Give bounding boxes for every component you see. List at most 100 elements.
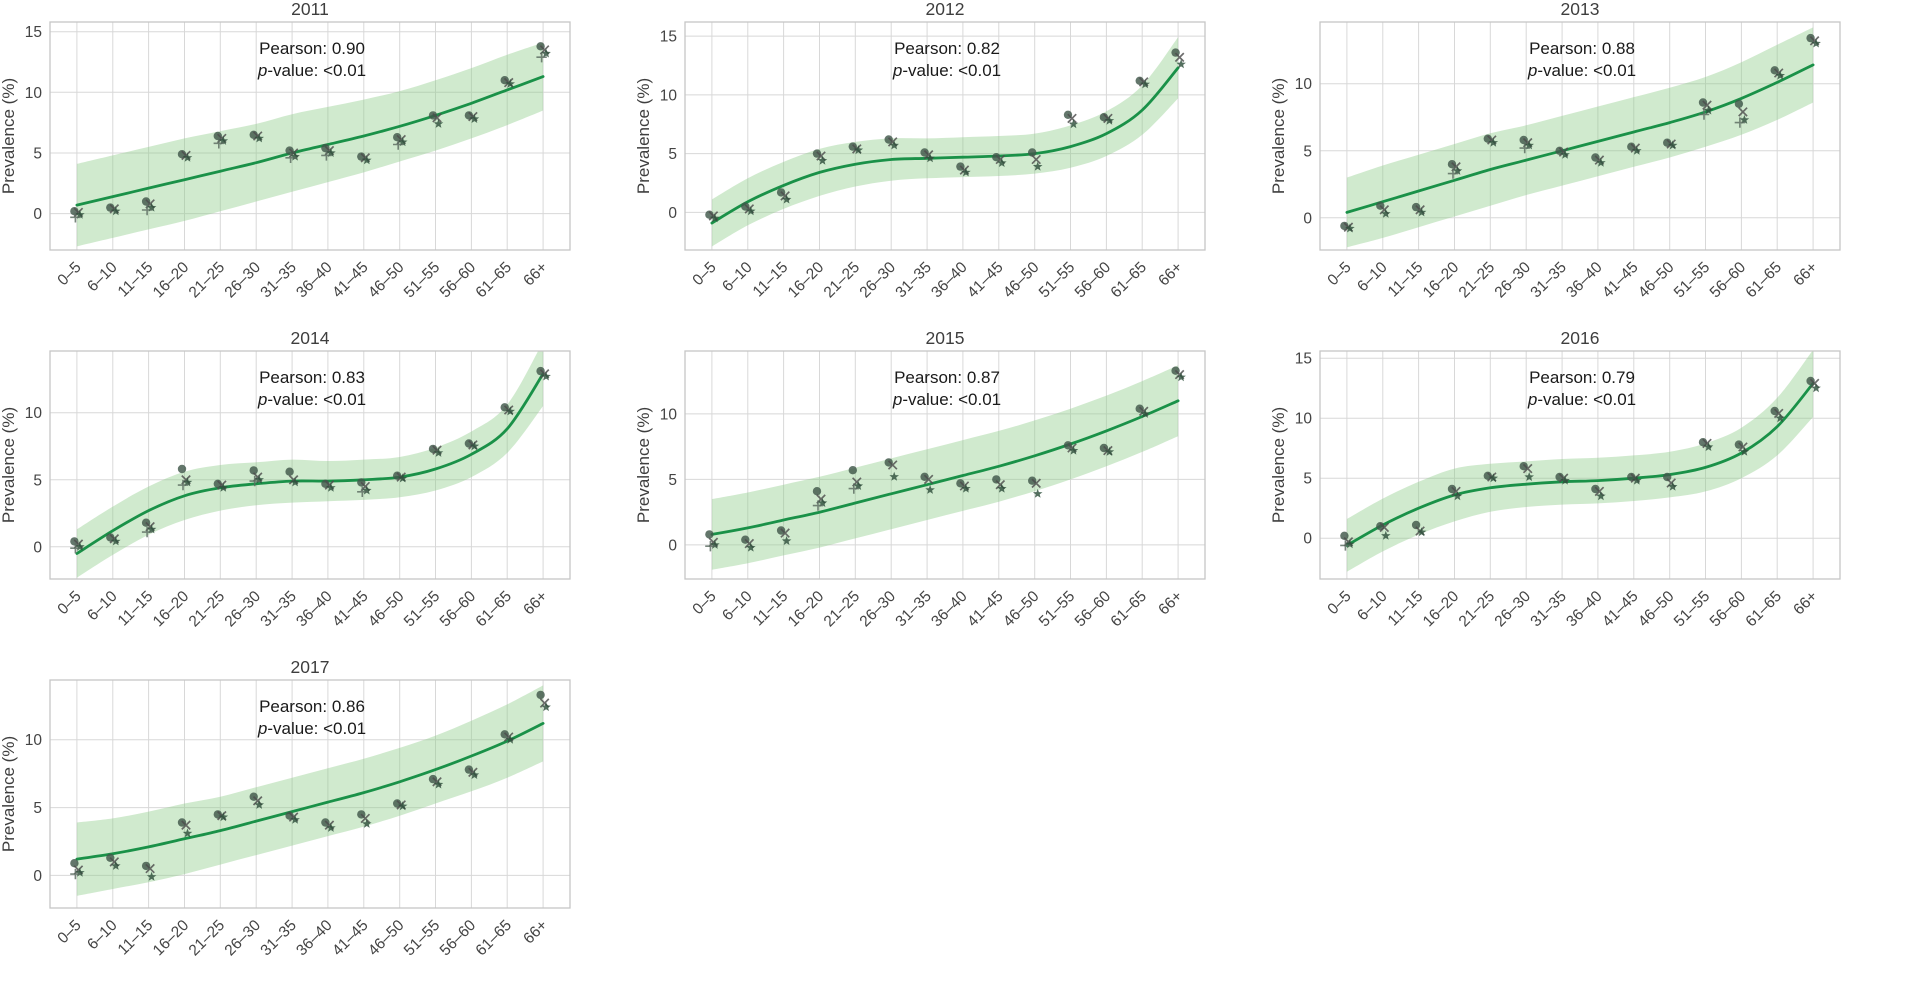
- data-cluster: [321, 818, 336, 832]
- data-cluster: [428, 774, 444, 789]
- x-tick-label: 31–35: [257, 588, 300, 631]
- confidence-band: [711, 37, 1179, 247]
- x-tick-label: 66+: [520, 588, 551, 619]
- y-tick-label: 10: [25, 732, 43, 749]
- data-cluster: [1734, 99, 1750, 128]
- x-tick-label: 41–45: [329, 259, 372, 302]
- x-tick-label: 46–50: [365, 917, 408, 960]
- data-cluster: [1340, 531, 1355, 551]
- scatter-points: [1340, 33, 1821, 233]
- data-cluster: [106, 203, 121, 216]
- y-axis-label: Prevalence (%): [635, 407, 653, 523]
- pvalue-annotation: p-value: <0.01: [892, 61, 1001, 80]
- data-cluster: [992, 475, 1007, 493]
- x-tick-label: 61–65: [473, 588, 516, 631]
- y-tick-label: 0: [33, 206, 42, 223]
- x-tick-label: 36–40: [293, 917, 336, 960]
- pearson-annotation: Pearson: 0.88: [1529, 39, 1635, 58]
- data-cluster: [464, 439, 480, 451]
- y-tick-label: 5: [1303, 143, 1312, 160]
- data-cluster: [536, 366, 551, 381]
- x-tick-label: 31–35: [257, 917, 300, 960]
- data-cluster: [1171, 48, 1186, 69]
- x-tick-label: 26–30: [857, 259, 900, 302]
- x-tick-label: 26–30: [222, 259, 265, 302]
- x-tick-label: 66+: [1790, 259, 1821, 290]
- data-cluster: [1770, 406, 1785, 423]
- pearson-annotation: Pearson: 0.86: [259, 697, 365, 716]
- data-cluster: [1663, 138, 1678, 150]
- data-cluster: [705, 530, 720, 552]
- plot-title: 2016: [1561, 329, 1600, 348]
- data-cluster: [321, 479, 336, 492]
- y-axis-label: Prevalence (%): [0, 78, 18, 194]
- data-cluster: [213, 810, 229, 822]
- plot-title: 2015: [926, 329, 965, 348]
- data-cluster: [1519, 462, 1534, 481]
- data-cluster: [285, 467, 300, 487]
- data-cluster: [177, 818, 193, 838]
- x-tick-label: 36–40: [293, 588, 336, 631]
- x-tick-label: 46–50: [1635, 259, 1678, 302]
- y-tick-label: 5: [668, 146, 677, 163]
- x-tick-label: 31–35: [1527, 588, 1570, 631]
- x-tick-label: 11–15: [115, 917, 157, 959]
- x-tick-label: 66+: [1155, 588, 1186, 619]
- data-cluster: [1135, 404, 1150, 418]
- data-cluster: [141, 197, 157, 216]
- x-tick-label: 31–35: [892, 259, 935, 302]
- chart-cell-2013: 0 5 10 0–5 6–10 11–15 16–20 21–25 26–30 31–35 36–4…: [1269, 0, 1905, 329]
- x-tick-label: 66+: [520, 917, 551, 948]
- data-cluster: [920, 148, 935, 163]
- y-tick-label: 10: [1295, 411, 1313, 428]
- data-cluster: [1376, 201, 1391, 218]
- x-tick-label: 16–20: [785, 588, 828, 631]
- x-tick-label: 0–5: [689, 259, 719, 289]
- pearson-annotation: Pearson: 0.82: [894, 39, 1000, 58]
- x-tick-label: 56–60: [437, 259, 480, 302]
- x-tick-label: 0–5: [54, 917, 84, 947]
- confidence-band: [76, 42, 544, 247]
- data-cluster: [321, 143, 336, 161]
- data-cluster: [70, 537, 85, 554]
- data-cluster: [141, 518, 157, 538]
- x-tick-label: 21–25: [1456, 588, 1499, 631]
- data-cluster: [428, 444, 444, 457]
- data-cluster: [1340, 221, 1355, 233]
- x-tick-label: 11–15: [115, 259, 157, 301]
- x-tick-label: 26–30: [857, 588, 900, 631]
- y-tick-label: 0: [1303, 210, 1312, 227]
- data-cluster: [1376, 522, 1391, 540]
- y-axis-label: Prevalence (%): [1270, 407, 1288, 523]
- x-tick-label: 0–5: [1324, 588, 1354, 618]
- data-cluster: [1411, 202, 1427, 217]
- pvalue-annotation: p-value: <0.01: [257, 390, 366, 409]
- x-tick-label: 16–20: [150, 588, 193, 631]
- data-cluster: [1483, 471, 1499, 483]
- pvalue-annotation: p-value: <0.01: [1527, 390, 1636, 409]
- y-axis-label: Prevalence (%): [0, 407, 18, 523]
- pearson-annotation: Pearson: 0.87: [894, 368, 1000, 387]
- x-tick-label: 0–5: [689, 588, 719, 618]
- pearson-annotation: Pearson: 0.90: [259, 39, 365, 58]
- data-cluster: [920, 472, 935, 494]
- x-tick-label: 0–5: [54, 259, 84, 289]
- data-cluster: [177, 150, 193, 162]
- x-tick-label: 21–25: [1456, 259, 1499, 302]
- data-cluster: [285, 146, 300, 163]
- x-tick-label: 51–55: [1671, 588, 1714, 631]
- data-cluster: [956, 162, 971, 177]
- data-cluster: [1483, 134, 1499, 147]
- confidence-band: [1346, 351, 1814, 572]
- data-cluster: [884, 135, 899, 150]
- x-tick-label: 46–50: [365, 588, 408, 631]
- data-cluster: [500, 403, 515, 416]
- data-cluster: [1447, 484, 1463, 501]
- data-cluster: [884, 458, 899, 481]
- plot-title: 2012: [926, 0, 965, 19]
- trend-line: [710, 399, 1180, 536]
